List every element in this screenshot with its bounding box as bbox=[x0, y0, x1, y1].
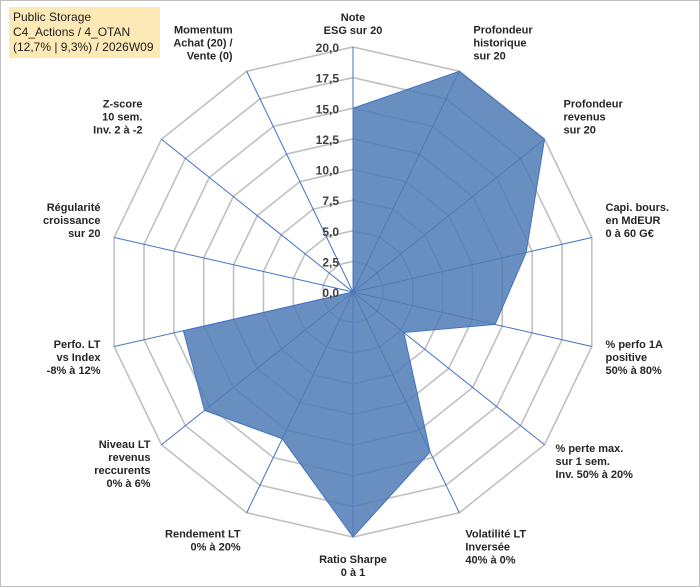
tick-label: 7,5 bbox=[322, 194, 339, 208]
tick-label: 10,0 bbox=[316, 164, 340, 178]
axis-label-11: Régularité croissance sur 20 bbox=[43, 202, 100, 240]
axis-label-1: Profondeur historique sur 20 bbox=[473, 25, 533, 63]
axis-label-3: Capi. bours. en MdEUR 0 à 60 G€ bbox=[606, 202, 670, 240]
axis-label-10: Perfo. LT vs Index -8% à 12% bbox=[47, 339, 102, 377]
axis-label-4: % perfo 1A positive 50% à 80% bbox=[606, 339, 664, 377]
tick-label: 17,5 bbox=[316, 72, 340, 86]
axis-label-13: Momentum Achat (20) / Vente (0) bbox=[173, 25, 233, 63]
tick-label: 0,0 bbox=[322, 286, 339, 300]
tick-label: 2,5 bbox=[322, 255, 339, 269]
axis-spoke-12 bbox=[161, 138, 354, 293]
axis-spoke-11 bbox=[114, 236, 354, 293]
series-area bbox=[182, 70, 546, 538]
title-line-category: C4_Actions / 4_OTAN bbox=[13, 25, 131, 39]
axis-label-5: % perte max. sur 1 sem. Inv. 50% à 20% bbox=[555, 443, 633, 481]
axis-label-2: Profondeur revenus sur 20 bbox=[563, 98, 623, 136]
axis-label-0: Note ESG sur 20 bbox=[324, 12, 383, 37]
axis-label-6: Volatilité LT Inversée 40% à 0% bbox=[465, 528, 526, 566]
title-line-company: Public Storage bbox=[13, 10, 92, 24]
axis-label-7: Ratio Sharpe 0 à 1 bbox=[319, 554, 387, 579]
tick-label: 12,5 bbox=[316, 133, 340, 147]
tick-label: 5,0 bbox=[322, 225, 339, 239]
axis-label-8: Rendement LT 0% à 20% bbox=[165, 528, 241, 553]
tick-label: 15,0 bbox=[316, 102, 340, 116]
axis-label-12: Z-score 10 sem. Inv. 2 à -2 bbox=[93, 98, 142, 136]
chart-title-box: Public Storage C4_Actions / 4_OTAN (12,7… bbox=[9, 7, 160, 58]
axis-spoke-13 bbox=[246, 71, 354, 293]
axis-label-9: Niveau LT revenus reccurents 0% à 6% bbox=[94, 439, 151, 490]
tick-label: 20,0 bbox=[316, 41, 340, 55]
title-line-performance: (12,7% | 9,3%) / 2026W09 bbox=[13, 40, 154, 54]
